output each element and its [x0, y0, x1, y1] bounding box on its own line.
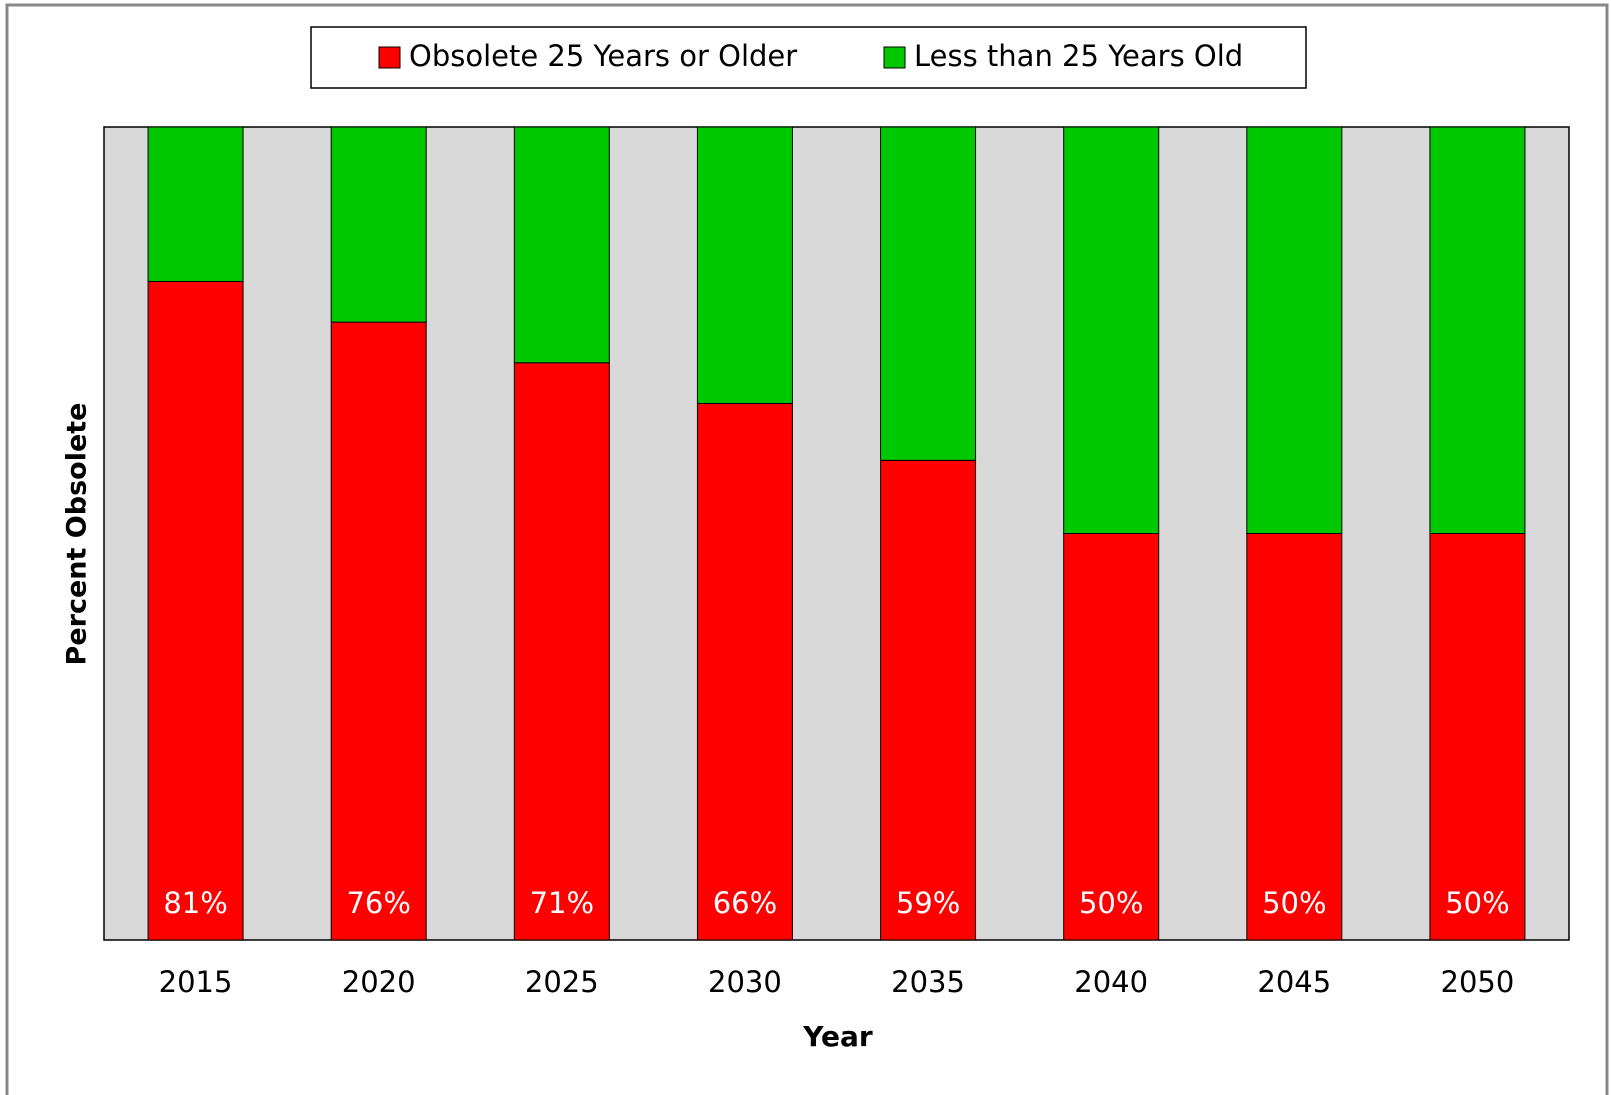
- bar-segment: [880, 126, 977, 461]
- bar-segment: [880, 459, 977, 941]
- bar-segment: [1246, 533, 1343, 941]
- data-label: 66%: [713, 886, 777, 920]
- x-tick-label: 2050: [1441, 965, 1515, 999]
- legend-label: Obsolete 25 Years or Older: [409, 39, 797, 73]
- bar-segment: [330, 126, 427, 323]
- bar-segment: [1063, 126, 1160, 534]
- data-label: 50%: [1445, 886, 1509, 920]
- data-label: 81%: [163, 886, 227, 920]
- bar-segment: [696, 126, 793, 404]
- x-axis-title: Year: [802, 1020, 873, 1053]
- x-tick-label: 2025: [525, 965, 599, 999]
- x-tick-label: 2020: [342, 965, 416, 999]
- bar-segment: [1246, 126, 1343, 534]
- bar-segment: [1429, 126, 1526, 534]
- data-label: 50%: [1262, 886, 1326, 920]
- x-tick-label: 2015: [159, 965, 233, 999]
- data-label: 71%: [530, 886, 594, 920]
- bar-segment: [147, 126, 244, 282]
- bar-segment: [513, 362, 610, 941]
- bar-segment: [1429, 533, 1526, 941]
- x-tick-label: 2030: [708, 965, 782, 999]
- x-tick-label: 2035: [891, 965, 965, 999]
- legend-swatch: [378, 46, 401, 69]
- x-tick-label: 2040: [1074, 965, 1148, 999]
- legend-label: Less than 25 Years Old: [914, 39, 1243, 73]
- data-label: 50%: [1079, 886, 1143, 920]
- bar-segment: [513, 126, 610, 364]
- bar-segment: [330, 321, 427, 941]
- x-tick-label: 2045: [1257, 965, 1331, 999]
- legend-swatch: [883, 46, 906, 69]
- data-label: 59%: [896, 886, 960, 920]
- y-axis-title: Percent Obsolete: [62, 403, 93, 666]
- bar-segment: [1063, 533, 1160, 941]
- data-label: 76%: [346, 886, 410, 920]
- bar-segment: [696, 402, 793, 941]
- legend: [310, 26, 1307, 89]
- bar-segment: [147, 280, 244, 941]
- plot-area: [103, 126, 1570, 941]
